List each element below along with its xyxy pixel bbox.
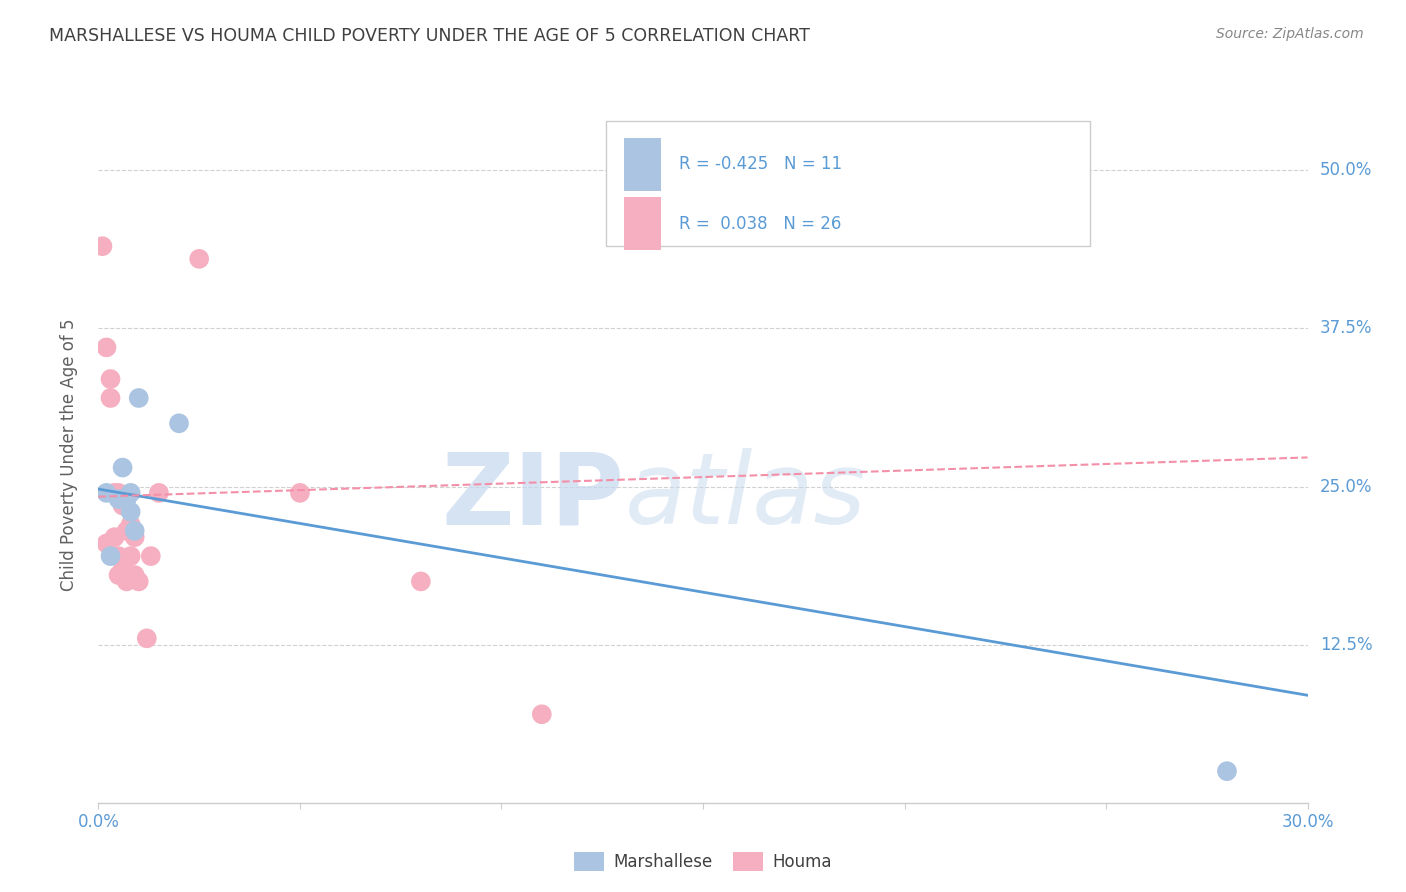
Y-axis label: Child Poverty Under the Age of 5: Child Poverty Under the Age of 5	[59, 318, 77, 591]
Point	[128, 391, 150, 405]
Point	[115, 524, 138, 538]
Point	[100, 391, 122, 405]
Legend: Marshallese, Houma: Marshallese, Houma	[567, 846, 839, 878]
Text: ZIP: ZIP	[441, 448, 624, 545]
Point	[100, 372, 122, 386]
Point	[167, 417, 190, 431]
Point	[120, 517, 142, 532]
Point	[107, 486, 129, 500]
Text: MARSHALLESE VS HOUMA CHILD POVERTY UNDER THE AGE OF 5 CORRELATION CHART: MARSHALLESE VS HOUMA CHILD POVERTY UNDER…	[49, 27, 810, 45]
Point	[107, 568, 129, 582]
Point	[120, 486, 142, 500]
Point	[139, 549, 162, 563]
Point	[409, 574, 432, 589]
Point	[103, 530, 125, 544]
Point	[188, 252, 211, 266]
Text: atlas: atlas	[624, 448, 866, 545]
Point	[115, 492, 138, 507]
FancyBboxPatch shape	[624, 138, 661, 191]
Point	[1216, 764, 1239, 779]
Point	[530, 707, 553, 722]
Text: R =  0.038   N = 26: R = 0.038 N = 26	[679, 215, 841, 233]
Point	[111, 556, 134, 570]
FancyBboxPatch shape	[606, 121, 1090, 246]
Point	[111, 460, 134, 475]
Point	[124, 524, 146, 538]
Point	[124, 530, 146, 544]
Text: 25.0%: 25.0%	[1320, 477, 1372, 496]
Point	[96, 340, 118, 354]
FancyBboxPatch shape	[624, 197, 661, 250]
Point	[115, 574, 138, 589]
Point	[96, 486, 118, 500]
Point	[120, 549, 142, 563]
Text: 12.5%: 12.5%	[1320, 636, 1372, 654]
Point	[124, 568, 146, 582]
Text: R = -0.425   N = 11: R = -0.425 N = 11	[679, 155, 842, 173]
Text: Source: ZipAtlas.com: Source: ZipAtlas.com	[1216, 27, 1364, 41]
Point	[100, 549, 122, 563]
Point	[288, 486, 311, 500]
Point	[111, 499, 134, 513]
Point	[107, 492, 129, 507]
Text: 37.5%: 37.5%	[1320, 319, 1372, 337]
Point	[120, 505, 142, 519]
Point	[135, 632, 157, 646]
Point	[148, 486, 170, 500]
Point	[91, 239, 114, 253]
Text: 50.0%: 50.0%	[1320, 161, 1372, 179]
Point	[103, 486, 125, 500]
Point	[107, 549, 129, 563]
Point	[96, 536, 118, 550]
Point	[128, 574, 150, 589]
